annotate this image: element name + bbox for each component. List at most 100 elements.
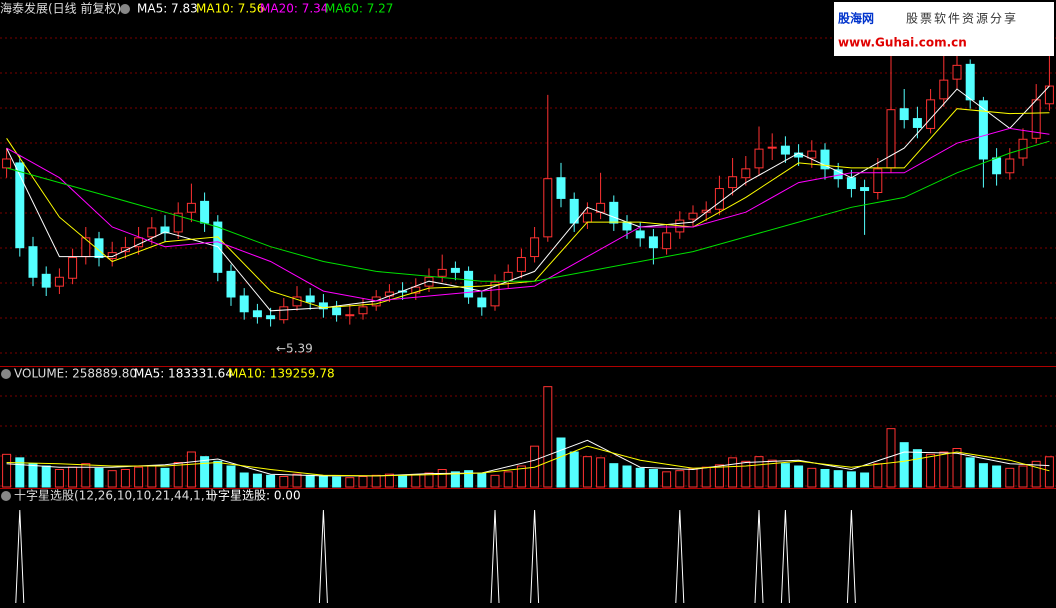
volume-bar (239, 472, 249, 488)
volume-bar (15, 457, 25, 488)
volume-bar (358, 476, 368, 488)
candle-body (252, 310, 262, 318)
volume-bar (411, 474, 421, 488)
candle-body (662, 232, 672, 250)
candle-body (94, 238, 104, 259)
volume-bar (332, 476, 342, 488)
volume-bar (54, 469, 64, 488)
volume-bar (780, 463, 790, 488)
volume-bar (569, 451, 579, 488)
volume-bar (503, 471, 513, 488)
volume-bar (648, 469, 658, 488)
candle-body (68, 257, 78, 279)
candle-body (318, 302, 328, 310)
candle-body (635, 230, 645, 239)
volume-bar (186, 451, 196, 488)
candle-body (978, 100, 988, 160)
volume-bar (147, 465, 157, 488)
volume-bar (173, 462, 183, 488)
candle-body (912, 118, 922, 128)
volume-bar (886, 428, 896, 488)
volume-bar (662, 471, 672, 488)
candle-body (820, 149, 830, 170)
volume-bar (464, 470, 474, 488)
menu-icon[interactable] (120, 4, 130, 14)
volume-bar (833, 470, 843, 488)
volume-bar (860, 472, 870, 488)
candle-body (609, 201, 619, 224)
candle-body (873, 168, 883, 193)
volume-bar (596, 457, 606, 488)
candle-body (239, 295, 249, 313)
volume-bar (490, 474, 500, 488)
volume-bar (741, 460, 751, 488)
candle-body (807, 150, 817, 159)
volume-bar (200, 456, 210, 488)
candle-body (81, 237, 91, 258)
legend-entry: MA10: 7.56 (196, 2, 264, 16)
menu-icon[interactable] (1, 369, 11, 379)
volume-bar (516, 465, 526, 488)
volume-bar (279, 476, 289, 488)
legend-entry: MA5: 183331.64 (134, 367, 233, 381)
ma-line (6, 140, 1050, 282)
candle-body (200, 200, 210, 224)
watermark-box (834, 2, 1054, 56)
candle-body (886, 109, 896, 169)
volume-bar (398, 474, 408, 488)
candle-body (556, 177, 566, 199)
volume-bar (820, 469, 830, 488)
candle-body (714, 188, 724, 210)
volume-bar (107, 470, 117, 488)
volume-bar (530, 445, 540, 488)
volume-bar (978, 463, 988, 488)
volume-bar (424, 472, 434, 488)
ma-line (6, 445, 1050, 477)
volume-bar (952, 448, 962, 488)
candle-body (279, 306, 289, 321)
signal-spike (318, 509, 328, 604)
volume-bar (1031, 460, 1041, 488)
candle-body (939, 79, 949, 100)
volume-bar (120, 469, 130, 488)
menu-icon[interactable] (1, 491, 11, 501)
annotation: ←5.39 (276, 342, 313, 356)
volume-bar (912, 449, 922, 488)
candle-body (582, 212, 592, 223)
volume-bar (688, 467, 698, 488)
volume-bar (582, 456, 592, 488)
candle-body (450, 267, 460, 273)
candle-body (741, 168, 751, 179)
signal-spike (530, 509, 540, 604)
volume-bar (134, 466, 144, 488)
pane-title: 十字星选股(12,26,10,10,21,44,1,1) (14, 488, 217, 503)
volume-bar (252, 473, 262, 488)
volume-bar (305, 474, 315, 488)
candle-body (543, 178, 553, 238)
candle-body (226, 270, 236, 298)
ma-line (6, 127, 1050, 302)
candle-body (1005, 158, 1015, 174)
candle-body (952, 64, 962, 80)
volume-bar (728, 457, 738, 488)
watermark-brand: 股海网 (838, 11, 874, 26)
volume-bar (992, 465, 1002, 488)
volume-bar (754, 456, 764, 488)
volume-bar (846, 471, 856, 488)
volume-bar (160, 467, 170, 488)
candle-body (992, 157, 1002, 175)
chart-title: 海泰发展(日线 前复权) (0, 1, 121, 16)
candle-body (15, 162, 25, 249)
candle-body (464, 270, 474, 298)
candle-body (860, 187, 870, 192)
volume-bar (714, 464, 724, 488)
signal-spike (780, 509, 790, 604)
watermark-slogan: 股票软件资源分享 (906, 11, 1018, 26)
candle-body (28, 246, 38, 278)
candle-body (160, 226, 170, 234)
watermark (834, 2, 1054, 56)
volume-bar (899, 442, 909, 488)
candle-body (846, 177, 856, 190)
